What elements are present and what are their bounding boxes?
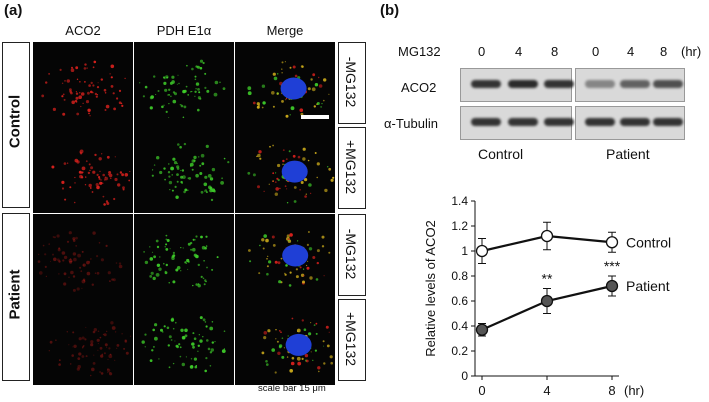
group-label-control: Control <box>6 94 24 149</box>
blot-band <box>585 118 615 126</box>
microscopy-tile <box>235 127 335 213</box>
blot-band <box>508 118 538 126</box>
row-box-patient-minus <box>338 214 366 296</box>
blot-row-label-aco2: ACO2 <box>401 80 437 95</box>
column-header-merge: Merge <box>266 23 304 38</box>
timepoint-label: 4 <box>515 44 523 59</box>
blot-band <box>471 118 501 126</box>
timepoint-label: 4 <box>627 44 635 59</box>
series-label: Patient <box>626 278 670 294</box>
treatment-label: MG132 <box>398 44 441 59</box>
scale-bar-label: scale bar 15 μm <box>258 383 326 394</box>
blot-band <box>653 80 683 88</box>
blot-group-label-patient: Patient <box>606 146 650 162</box>
column-header-aco2: ACO2 <box>65 23 101 38</box>
x-tick-label: 0 <box>478 383 485 398</box>
blot-band <box>471 80 501 88</box>
blot-group-label-control: Control <box>478 146 524 162</box>
row-label-patient-minus: -MG132 <box>343 228 359 280</box>
row-box-control-minus <box>338 42 366 124</box>
x-tick-label: 8 <box>608 383 615 398</box>
microscopy-tile <box>235 299 335 385</box>
timepoint-label: 0 <box>478 44 486 59</box>
microscopy-tile <box>33 42 133 128</box>
column-header-pdh: PDH E1α <box>156 23 212 38</box>
microscopy-tile <box>134 42 234 128</box>
microscopy-tile <box>33 127 133 213</box>
blot-band <box>508 80 538 88</box>
data-point <box>475 323 489 336</box>
scale-bar <box>301 115 329 119</box>
y-tick-label: 1.2 <box>451 219 468 233</box>
microscopy-tile <box>134 214 234 300</box>
blot-band <box>653 118 683 126</box>
blot-band <box>544 118 574 126</box>
y-axis-label: Relative levels of ACO2 <box>423 220 438 357</box>
group-box-control <box>2 42 30 208</box>
row-label-control-plus: +MG132 <box>343 139 359 195</box>
data-point <box>475 244 489 258</box>
microscopy-tile <box>33 299 133 385</box>
microscopy-tile <box>33 214 133 300</box>
microscopy-tile <box>235 214 335 300</box>
microscopy-tile <box>134 127 234 213</box>
row-box-control-plus <box>338 127 366 209</box>
y-tick-label: 1 <box>461 244 468 258</box>
y-tick-label: 0.6 <box>451 294 468 308</box>
y-tick-label: 0.8 <box>451 269 468 283</box>
timepoint-label: 0 <box>592 44 600 59</box>
aco2-line-chart: 0 0.2 0.4 0.6 0.8 1 1.2 1.4 0 4 8 (hr) Relative leve… <box>423 194 671 398</box>
y-tick-label: 0.2 <box>451 344 468 358</box>
microscopy-tile <box>235 42 335 128</box>
blot-band <box>620 118 650 126</box>
group-box-patient <box>2 213 30 381</box>
blot-band <box>585 80 615 88</box>
group-label-patient: Patient <box>6 269 24 320</box>
data-point <box>605 236 619 249</box>
data-point <box>605 279 619 293</box>
panel-a-label: (a) <box>4 2 23 19</box>
unit-label: (hr) <box>681 44 702 59</box>
y-tick-label: 0.4 <box>451 319 468 333</box>
row-label-patient-plus: +MG132 <box>343 311 359 367</box>
y-tick-label: 1.4 <box>451 194 468 208</box>
timepoint-label: 8 <box>551 44 559 59</box>
row-label-control-minus: -MG132 <box>343 56 359 108</box>
data-point <box>540 294 554 308</box>
blot-band <box>544 80 574 88</box>
significance-annotation: *** <box>604 258 621 274</box>
significance-annotation: ** <box>542 271 553 287</box>
blot-row-label-tubulin: α-Tubulin <box>384 116 438 131</box>
series-label: Control <box>626 234 671 250</box>
blot-band <box>620 80 650 88</box>
y-tick-label: 0 <box>461 369 468 383</box>
microscopy-tile <box>134 299 234 385</box>
row-box-patient-plus <box>338 299 366 381</box>
x-tick-label: 4 <box>543 383 550 398</box>
timepoint-label: 8 <box>660 44 668 59</box>
data-point <box>540 229 554 243</box>
x-unit-label: (hr) <box>624 383 644 398</box>
panel-b-label: (b) <box>380 2 400 19</box>
